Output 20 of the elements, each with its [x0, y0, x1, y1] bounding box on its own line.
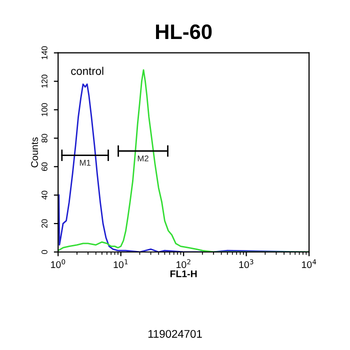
x-tick-label: 10$^{1}$: [114, 259, 128, 268]
series-label: M1: [80, 160, 90, 166]
y-tick-label: 80: [42, 134, 48, 142]
x-axis-title: FL1-H: [170, 270, 197, 278]
y-tick-label: 20: [42, 219, 48, 228]
y-tick-label: 0: [42, 250, 48, 254]
y-tick-label: 140: [42, 46, 48, 60]
x-tick-label: 10$^{3}$: [239, 259, 254, 268]
x-tick-label: 10$^{4}$: [302, 259, 316, 268]
x-tick-label: 10$^{0}$: [51, 259, 66, 268]
y-axis-title: Counts: [31, 137, 38, 168]
annotation: control: [71, 66, 104, 75]
y-tick-label: 40: [42, 190, 48, 200]
y-tick-label: 100: [42, 103, 48, 116]
y-tick-label: 120: [42, 74, 48, 88]
text: 119024701: [148, 330, 202, 338]
chart-title: HL-60: [156, 24, 212, 40]
y-tick-label: 60: [42, 162, 48, 171]
series-label: M2: [138, 155, 148, 162]
x-tick-label: 10$^{2}$: [176, 259, 190, 268]
